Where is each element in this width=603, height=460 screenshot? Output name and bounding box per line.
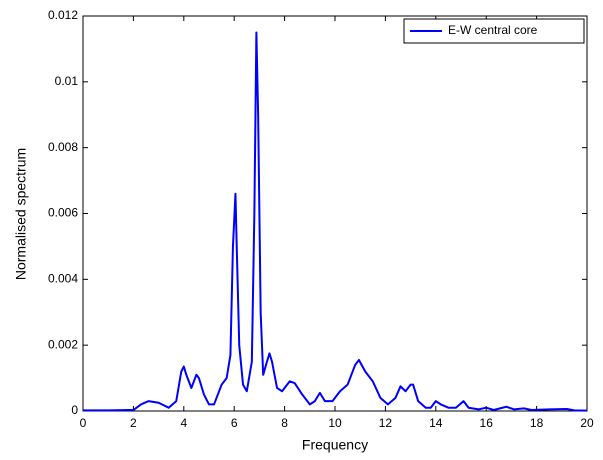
- plot-area: [82, 15, 588, 412]
- x-tick-label: 8: [281, 416, 288, 430]
- y-tick-label: 0.008: [48, 140, 78, 154]
- x-tick-label: 14: [429, 416, 443, 430]
- x-tick-label: 18: [530, 416, 544, 430]
- x-tick-label: 6: [231, 416, 238, 430]
- y-tick-label: 0.002: [48, 337, 78, 351]
- x-axis-label: Frequency: [302, 437, 368, 453]
- y-tick-label: 0.01: [55, 74, 79, 88]
- y-axis-label: Normalised spectrum: [13, 148, 29, 280]
- x-tick-label: 0: [80, 416, 87, 430]
- y-tick-label: 0.012: [48, 8, 78, 22]
- x-tick-label: 10: [328, 416, 342, 430]
- y-tick-label: 0.006: [48, 206, 78, 220]
- data-line: [83, 31, 588, 412]
- x-tick-label: 4: [180, 416, 187, 430]
- x-tick-label: 12: [379, 416, 393, 430]
- x-tick-label: 2: [130, 416, 137, 430]
- x-tick-label: 20: [580, 416, 594, 430]
- x-tick-label: 16: [480, 416, 494, 430]
- legend-label: E-W central core: [448, 23, 538, 37]
- y-tick-label: 0.004: [48, 272, 78, 286]
- y-tick-label: 0: [71, 403, 78, 417]
